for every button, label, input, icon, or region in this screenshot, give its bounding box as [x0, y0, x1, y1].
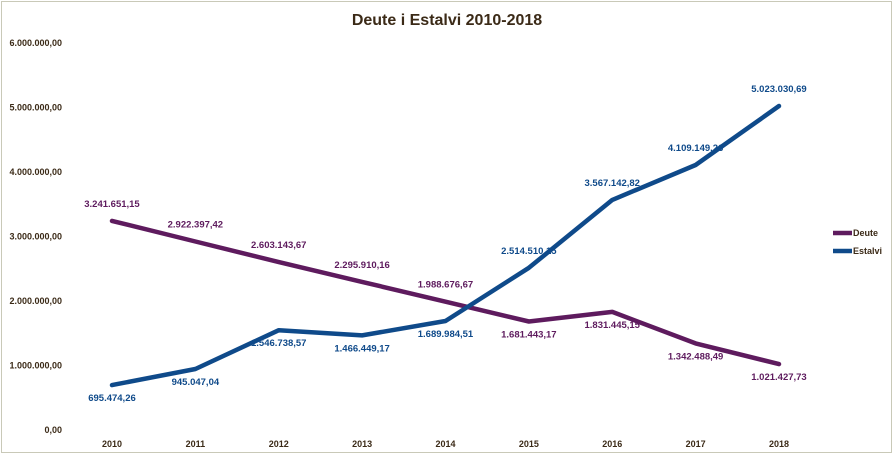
data-label-estalvi: 1.546.738,57 [251, 338, 306, 349]
y-tick-label: 0,00 [44, 425, 62, 435]
data-label-deute: 2.603.143,67 [251, 240, 306, 251]
data-label-deute: 1.988.676,67 [418, 280, 473, 291]
data-labels: 3.241.651,15 2.922.397,42 2.603.143,67 2.29… [84, 84, 806, 404]
x-tick-label: 2018 [769, 439, 789, 449]
x-tick-label: 2011 [186, 439, 206, 449]
data-label-deute: 1.021.427,73 [751, 372, 806, 383]
legend-label-estalvi: Estalvi [853, 246, 882, 256]
data-label-estalvi: 5.023.030,69 [751, 84, 806, 95]
data-label-deute: 1.831.445,15 [585, 320, 641, 331]
x-tick-label: 2012 [269, 439, 289, 449]
chart-title: Deute i Estalvi 2010-2018 [352, 12, 542, 29]
x-tick-label: 2015 [519, 439, 539, 449]
x-tick-label: 2016 [602, 439, 622, 449]
series-lines [109, 103, 782, 388]
x-tick-label: 2014 [435, 439, 455, 449]
data-label-estalvi: 1.466.449,17 [334, 343, 389, 354]
data-label-deute: 3.241.651,15 [84, 199, 140, 210]
y-axis: 0,00 1.000.000,00 2.000.000,00 3.000.000,00… [9, 38, 62, 435]
data-label-deute: 2.295.910,16 [334, 260, 389, 271]
legend-label-deute: Deute [853, 228, 878, 238]
data-label-estalvi: 4.109.149,26 [668, 143, 723, 154]
series-line-estalvi [109, 103, 782, 388]
data-label-estalvi: 945.047,04 [172, 377, 220, 388]
data-label-deute: 2.922.397,42 [168, 220, 223, 231]
data-label-deute: 1.681.443,17 [501, 330, 556, 341]
legend: Deute Estalvi [833, 228, 882, 256]
x-tick-label: 2013 [352, 439, 372, 449]
series-line-deute [109, 218, 782, 367]
y-tick-label: 6.000.000,00 [9, 38, 62, 48]
data-label-estalvi: 2.514.510,15 [501, 246, 557, 257]
data-label-estalvi: 3.567.142,82 [585, 178, 640, 189]
y-tick-label: 1.000.000,00 [9, 361, 62, 371]
data-label-deute: 1.342.488,49 [668, 351, 723, 362]
x-axis: 2010 2011 2012 2013 2014 2015 2016 2017 2018 [102, 439, 789, 449]
y-tick-label: 2.000.000,00 [9, 296, 62, 306]
y-tick-label: 5.000.000,00 [9, 103, 62, 113]
y-tick-label: 4.000.000,00 [9, 167, 62, 177]
x-tick-label: 2017 [686, 439, 706, 449]
x-tick-label: 2010 [102, 439, 122, 449]
data-label-estalvi: 695.474,26 [88, 393, 136, 404]
y-tick-label: 3.000.000,00 [9, 232, 62, 242]
data-label-estalvi: 1.689.984,51 [418, 329, 474, 340]
